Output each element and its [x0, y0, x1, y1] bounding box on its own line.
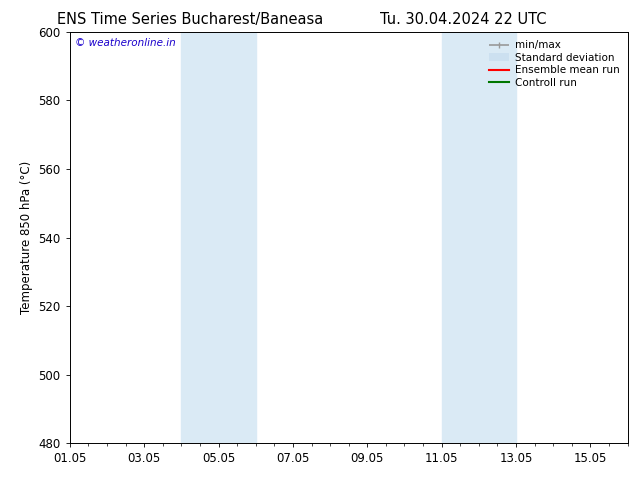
Bar	[442, 32, 516, 443]
Y-axis label: Temperature 850 hPa (°C): Temperature 850 hPa (°C)	[20, 161, 33, 314]
Text: ENS Time Series Bucharest/Baneasa: ENS Time Series Bucharest/Baneasa	[57, 12, 323, 27]
Bar	[181, 32, 256, 443]
Text: © weatheronline.in: © weatheronline.in	[75, 38, 176, 48]
Text: Tu. 30.04.2024 22 UTC: Tu. 30.04.2024 22 UTC	[380, 12, 546, 27]
Legend: min/max, Standard deviation, Ensemble mean run, Controll run: min/max, Standard deviation, Ensemble me…	[486, 37, 623, 91]
